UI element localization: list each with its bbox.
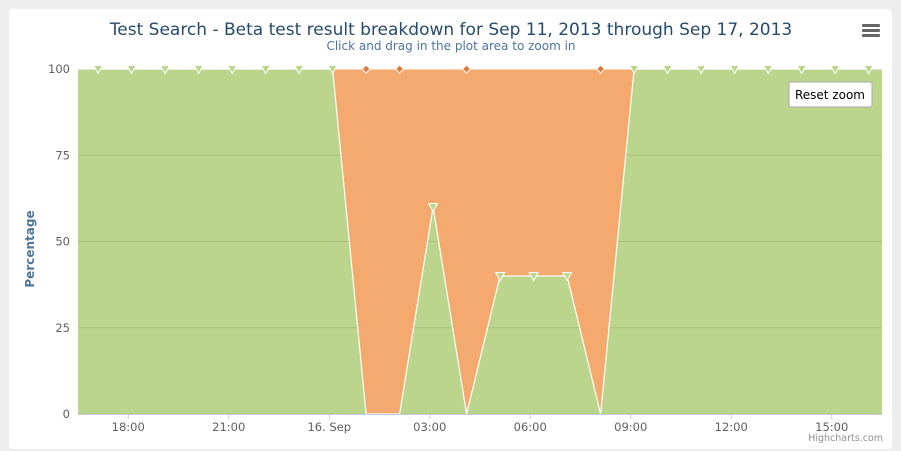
series-1-point[interactable] xyxy=(628,65,640,75)
series-1-point[interactable] xyxy=(662,65,673,75)
x-tick-label: 15:00 xyxy=(815,420,848,434)
series-1-point[interactable] xyxy=(796,65,807,75)
credits-link[interactable]: Highcharts.com xyxy=(808,433,883,444)
y-axis-label: Percentage xyxy=(23,210,37,287)
y-tick-label: 0 xyxy=(63,407,70,421)
reset-zoom-label: Reset zoom xyxy=(795,88,865,102)
series-1-point[interactable] xyxy=(863,65,874,75)
series-1-point[interactable] xyxy=(260,65,271,75)
series-1-point[interactable] xyxy=(427,203,439,213)
series-1-point[interactable] xyxy=(293,65,305,75)
hamburger-menu-icon[interactable] xyxy=(857,21,885,43)
series-1-point[interactable] xyxy=(829,65,841,75)
x-tick-label: 18:00 xyxy=(112,420,145,434)
series-1-point[interactable] xyxy=(561,272,573,282)
chart-svg[interactable]: Test Search - Beta test result breakdown… xyxy=(9,9,892,449)
series-2-point[interactable] xyxy=(394,64,405,74)
series-1-point[interactable] xyxy=(226,65,238,75)
series-1-point[interactable] xyxy=(126,65,137,75)
series-1-point[interactable] xyxy=(92,65,104,75)
y-tick-label: 100 xyxy=(48,62,70,76)
series-1-point[interactable] xyxy=(528,272,539,282)
chart-container: Test Search - Beta test result breakdown… xyxy=(9,9,892,449)
series-1-point[interactable] xyxy=(193,65,204,75)
series-2-point[interactable] xyxy=(461,64,472,74)
series-2-point[interactable] xyxy=(595,64,606,74)
series-1-point[interactable] xyxy=(494,272,506,282)
series-2-point[interactable] xyxy=(361,64,371,74)
series-1-point[interactable] xyxy=(159,65,171,75)
x-tick-label: 21:00 xyxy=(212,420,245,434)
series-area-2[interactable] xyxy=(98,69,869,414)
chart-title: Test Search - Beta test result breakdown… xyxy=(109,20,792,40)
x-tick-label: 16. Sep xyxy=(307,420,351,434)
x-tick-label: 03:00 xyxy=(413,420,446,434)
x-tick-label: 09:00 xyxy=(614,420,647,434)
series-1-point[interactable] xyxy=(762,65,774,75)
reset-zoom-button[interactable]: Reset zoom xyxy=(788,81,873,108)
chart-subtitle: Click and drag in the plot area to zoom … xyxy=(326,39,575,53)
x-tick-label: 12:00 xyxy=(715,420,748,434)
y-tick-label: 25 xyxy=(55,321,70,335)
y-tick-label: 50 xyxy=(55,235,70,249)
series-1-point[interactable] xyxy=(327,65,338,75)
x-tick-label: 06:00 xyxy=(514,420,547,434)
series-1-point[interactable] xyxy=(695,65,707,75)
series-1-point[interactable] xyxy=(729,65,740,75)
y-tick-label: 75 xyxy=(55,148,70,162)
